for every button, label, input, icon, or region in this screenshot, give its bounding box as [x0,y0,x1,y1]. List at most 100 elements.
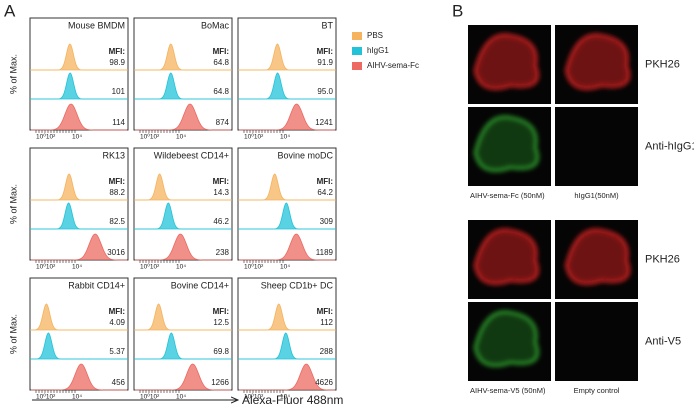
x-tick-label: 10⁴ [176,134,186,141]
mfi-value: 14.3 [213,188,229,197]
histogram [239,103,335,131]
histogram [135,363,231,391]
mfi-label: MFI: [213,47,229,56]
x-tick-label: 10⁴ [72,134,82,141]
plot-frame [133,277,233,391]
mfi-value: 101 [112,87,126,96]
mfi-label: MFI: [109,177,125,186]
x-tick-label: 10⁴ [72,394,82,401]
cell [473,228,540,285]
mfi-label: MFI: [317,177,333,186]
mfi-value: 4.09 [109,318,125,327]
plot-frame [29,17,129,131]
plot-title: Wildebeest CD14+ [154,150,229,160]
mfi-value: 456 [112,378,126,387]
histogram [31,363,127,391]
plot-title: Bovine CD14+ [171,280,229,290]
mfi-value: 5.37 [109,347,125,356]
x-tick-label: 10⁰10² [36,263,56,271]
plot-title: BoMac [201,20,230,30]
row-label: PKH26 [645,253,680,265]
row-label: Anti-V5 [645,335,681,347]
mfi-value: 874 [216,118,230,127]
y-axis-label: % of Max. [8,184,18,224]
legend-label: hIgG1 [367,46,389,55]
mfi-label: MFI: [213,307,229,316]
x-tick-label: 10⁴ [72,264,82,271]
plot-frame [133,17,233,131]
caption: AIHV-sema-Fc (50nM) [470,191,545,200]
legend-swatch [352,62,362,70]
x-tick-label: 10⁴ [280,394,290,401]
row-label: PKH26 [645,58,680,70]
histogram [31,233,127,261]
mfi-value: 64.2 [317,188,333,197]
x-tick-label: 10⁰10² [36,393,56,401]
mfi-label: MFI: [213,177,229,186]
caption: AIHV-sema-V5 (50nM) [470,386,546,395]
mfi-value: 4626 [315,378,333,387]
legend-swatch [352,47,362,55]
caption: Empty control [574,386,620,395]
mfi-value: 1189 [316,248,334,257]
plot-title: Mouse BMDM [68,20,125,30]
mfi-value: 238 [216,248,230,257]
mfi-value: 309 [320,217,334,226]
panel-label: B [452,1,463,20]
row-label: Anti-hIgG1 [645,140,694,152]
mfi-value: 1266 [211,378,229,387]
mfi-label: MFI: [109,47,125,56]
mfi-value: 288 [320,347,334,356]
cell [473,115,540,172]
micrograph [555,107,638,186]
plot-title: BT [321,20,333,30]
histogram [239,363,335,391]
plot-frame [29,147,129,261]
mfi-value: 1241 [315,118,333,127]
mfi-value: 46.2 [213,217,229,226]
mfi-value: 64.8 [213,58,229,67]
y-axis-label: % of Max. [8,314,18,354]
legend-label: AIHV-sema-Fc [367,61,419,70]
mfi-label: MFI: [317,47,333,56]
cell [564,33,631,90]
mfi-value: 112 [320,318,333,327]
plot-title: Bovine moDC [277,150,333,160]
caption: hIgG1(50nM) [574,191,619,200]
mfi-value: 69.8 [213,347,229,356]
mfi-value: 3016 [107,248,125,257]
x-tick-label: 10⁴ [176,264,186,271]
x-tick-label: 10⁰10² [244,393,264,401]
mfi-value: 114 [112,118,125,127]
cell [473,33,540,90]
mfi-value: 64.8 [213,87,229,96]
y-axis-label: % of Max. [8,54,18,94]
x-tick-label: 10⁰10² [244,263,264,271]
x-axis-label: Alexa-Fluor 488nm [242,393,343,407]
histogram [135,103,231,131]
plot-title: Rabbit CD14+ [68,280,125,290]
plot-frame [237,17,337,131]
mfi-value: 91.9 [317,58,333,67]
x-tick-label: 10⁴ [280,264,290,271]
x-tick-label: 10⁴ [176,394,186,401]
mfi-value: 88.2 [109,188,125,197]
plot-title: Sheep CD1b+ DC [261,280,334,290]
mfi-label: MFI: [317,307,333,316]
plot-title: RK13 [102,150,125,160]
cell [564,228,631,285]
legend-swatch [352,32,362,40]
mfi-label: MFI: [109,307,125,316]
mfi-value: 95.0 [317,87,333,96]
histogram [239,233,335,261]
histogram [135,233,231,261]
micrograph [555,302,638,381]
mfi-value: 82.5 [109,217,125,226]
x-tick-label: 10⁰10² [140,393,160,401]
histogram [31,103,127,131]
panel-label: A [4,1,16,20]
x-tick-label: 10⁰10² [36,133,56,141]
x-tick-label: 10⁰10² [140,263,160,271]
mfi-value: 98.9 [109,58,125,67]
